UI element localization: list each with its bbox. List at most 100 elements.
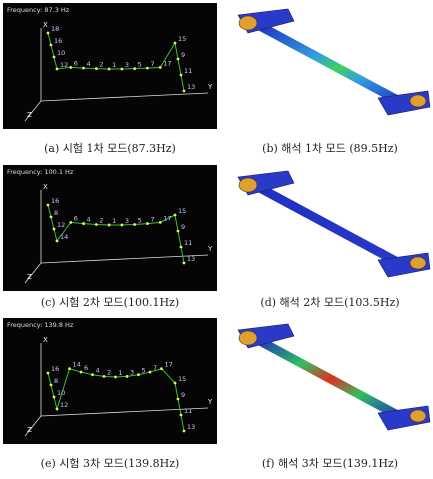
node-point — [180, 246, 183, 249]
node-label: 3 — [130, 368, 134, 376]
node-point — [137, 373, 140, 376]
node-point — [177, 230, 180, 233]
node-point — [50, 384, 53, 387]
beam — [258, 187, 403, 265]
node-label: 18 — [51, 25, 59, 33]
node-point — [69, 66, 72, 69]
node-point — [120, 224, 123, 227]
axis-label: Z — [27, 273, 32, 281]
axis-label: Y — [207, 83, 213, 91]
node-label: 1 — [112, 217, 116, 225]
axis-label: Y — [207, 245, 213, 253]
node-point — [50, 44, 53, 47]
node-point — [146, 67, 149, 70]
axis-label: X — [43, 21, 48, 29]
node-label: 2 — [99, 216, 103, 224]
beam — [258, 25, 403, 103]
axis-label: X — [43, 336, 48, 344]
node-label: 17 — [163, 214, 171, 222]
node-point — [95, 223, 98, 226]
node-label: 10 — [57, 389, 65, 397]
node-point — [146, 222, 149, 225]
node-label: 16 — [54, 37, 62, 45]
caption: (b) 해석 1차 모드 (89.5Hz) — [262, 141, 398, 155]
beam — [258, 340, 403, 418]
node-label: 7 — [150, 216, 154, 224]
node-point — [183, 262, 186, 265]
figure: Frequency: 87.3 HzXYZ1816101264213571715… — [0, 0, 433, 475]
node-label: 10 — [57, 49, 65, 57]
node-label: 12 — [57, 221, 65, 229]
node-label: 13 — [187, 83, 195, 91]
node-point — [91, 373, 94, 376]
node-point — [47, 204, 50, 207]
analysis-panel: (d) 해석 2차 모드(103.5Hz) — [238, 171, 430, 309]
node-label: 3 — [125, 61, 129, 69]
node-label: 14 — [60, 233, 68, 241]
node-label: 6 — [74, 59, 78, 67]
node-label: 4 — [87, 60, 91, 68]
page: {"figure": { "test_panels": [ {"frequenc… — [0, 0, 433, 475]
node-label: 9 — [181, 391, 185, 399]
node-point — [126, 375, 129, 378]
node-label: 8 — [54, 377, 58, 385]
node-label: 8 — [54, 209, 58, 217]
left-bushing — [239, 331, 257, 345]
node-label: 1 — [112, 61, 116, 69]
frequency-label: Frequency: 87.3 Hz — [7, 6, 70, 14]
axis-label: Y — [207, 398, 213, 406]
axis-label: Z — [27, 111, 32, 119]
axis-label: X — [43, 183, 48, 191]
caption: (f) 해석 3차 모드(139.1Hz) — [262, 456, 398, 470]
node-point — [56, 68, 59, 71]
right-bushing — [410, 95, 426, 107]
node-label: 5 — [142, 367, 146, 375]
node-label: 15 — [178, 207, 186, 215]
node-label: 16 — [51, 365, 59, 373]
panel-background — [3, 3, 217, 129]
node-label: 9 — [181, 223, 185, 231]
node-label: 6 — [74, 214, 78, 222]
node-point — [174, 42, 177, 45]
node-label: 5 — [138, 216, 142, 224]
node-point — [114, 376, 117, 379]
caption: (d) 해석 2차 모드(103.5Hz) — [260, 295, 399, 309]
node-label: 9 — [181, 51, 185, 59]
node-point — [82, 67, 85, 70]
left-bushing — [239, 16, 257, 30]
node-point — [120, 68, 123, 71]
node-point — [103, 375, 106, 378]
caption: (e) 시험 3차 모드(139.8Hz) — [41, 457, 180, 470]
node-point — [56, 240, 59, 243]
node-point — [160, 367, 163, 370]
node-point — [183, 430, 186, 433]
node-label: 11 — [184, 407, 192, 415]
node-point — [108, 224, 111, 227]
node-label: 11 — [184, 239, 192, 247]
node-point — [56, 408, 59, 411]
node-point — [177, 58, 180, 61]
node-label: 11 — [184, 67, 192, 75]
node-label: 3 — [125, 217, 129, 225]
right-bushing — [410, 410, 426, 422]
node-point — [133, 223, 136, 226]
node-point — [47, 32, 50, 35]
node-label: 1 — [119, 369, 123, 377]
node-point — [50, 216, 53, 219]
node-label: 17 — [163, 59, 171, 67]
node-point — [180, 414, 183, 417]
node-point — [108, 68, 111, 71]
node-point — [177, 398, 180, 401]
node-label: 16 — [51, 197, 59, 205]
node-label: 7 — [153, 364, 157, 372]
node-label: 12 — [60, 401, 68, 409]
node-label: 15 — [178, 35, 186, 43]
node-label: 4 — [87, 216, 91, 224]
node-label: 7 — [150, 60, 154, 68]
node-point — [47, 372, 50, 375]
node-label: 4 — [96, 367, 100, 375]
node-label: 13 — [187, 255, 195, 263]
